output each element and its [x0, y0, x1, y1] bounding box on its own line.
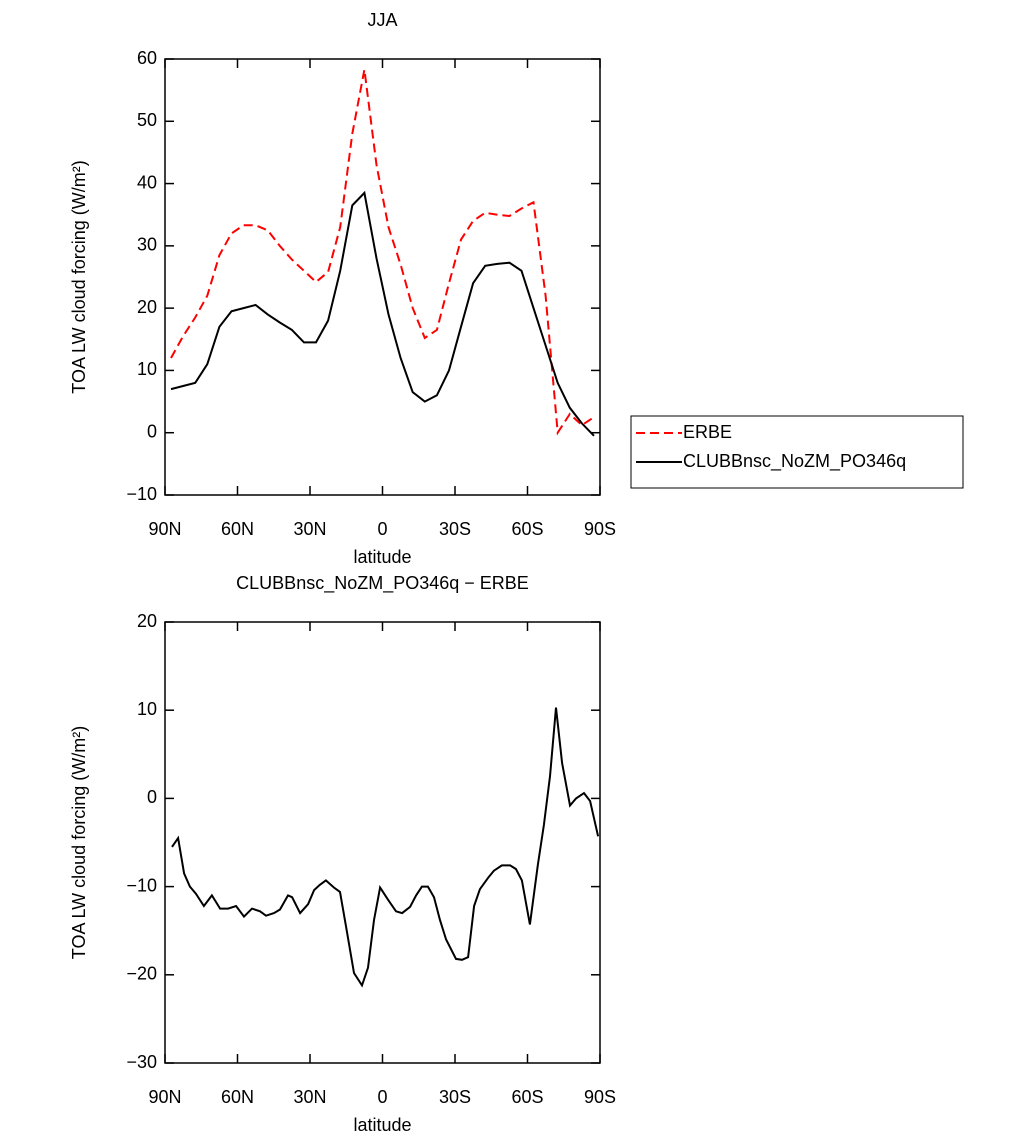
y-tick-label: 20	[137, 611, 157, 631]
y-tick-label: 10	[137, 359, 157, 379]
y-tick-label: −10	[126, 484, 157, 504]
chart-title: CLUBBnsc_NoZM_PO346q − ERBE	[236, 573, 529, 594]
plot-frame	[164, 58, 601, 496]
x-tick-label: 30N	[293, 519, 326, 539]
x-tick-label: 90N	[148, 519, 181, 539]
y-tick-label: 30	[137, 235, 157, 255]
x-tick-label: 60S	[511, 1087, 543, 1107]
series-line	[170, 190, 595, 437]
y-tick-label: 40	[137, 172, 157, 192]
y-tick-label: 50	[137, 110, 157, 130]
x-tick-label: 0	[377, 519, 387, 539]
x-tick-label: 90S	[584, 519, 616, 539]
x-tick-label: 30S	[439, 1087, 471, 1107]
y-tick-label: 60	[137, 48, 157, 68]
y-tick-label: 0	[147, 787, 157, 807]
x-tick-label: 60S	[511, 519, 543, 539]
y-axis-label: TOA LW cloud forcing (W/m²)	[69, 160, 89, 393]
y-tick-label: 20	[137, 297, 157, 317]
y-tick-label: 0	[147, 421, 157, 441]
x-tick-label: 60N	[221, 1087, 254, 1107]
y-axis-label: TOA LW cloud forcing (W/m²)	[69, 726, 89, 959]
y-tick-label: 10	[137, 699, 157, 719]
x-tick-label: 30N	[293, 1087, 326, 1107]
x-tick-label: 30S	[439, 519, 471, 539]
legend-label: CLUBBnsc_NoZM_PO346q	[683, 451, 906, 472]
y-tick-label: −30	[126, 1052, 157, 1072]
x-axis-label: latitude	[353, 547, 411, 567]
plot-frame	[164, 621, 601, 1064]
y-tick-label: −10	[126, 875, 157, 895]
x-tick-label: 90S	[584, 1087, 616, 1107]
y-tick-label: −20	[126, 964, 157, 984]
x-tick-label: 0	[377, 1087, 387, 1107]
legend-box	[630, 415, 964, 489]
x-tick-label: 90N	[148, 1087, 181, 1107]
chart-title: JJA	[367, 10, 397, 30]
x-axis-label: latitude	[353, 1115, 411, 1135]
x-tick-label: 60N	[221, 519, 254, 539]
series-line	[171, 707, 600, 988]
legend-label: ERBE	[683, 422, 732, 442]
series-line	[170, 69, 595, 436]
